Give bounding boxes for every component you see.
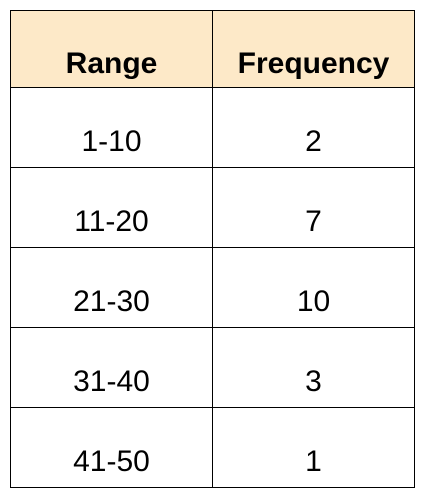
range-cell: 1-10: [10, 87, 213, 168]
frequency-cell: 10: [212, 247, 415, 328]
frequency-cell: 7: [212, 167, 415, 248]
frequency-table: Range Frequency 1-10 2 11-20 7 21-30 10 …: [10, 10, 415, 488]
header-frequency: Frequency: [212, 10, 415, 88]
frequency-cell: 3: [212, 327, 415, 408]
frequency-cell: 1: [212, 407, 415, 488]
range-cell: 11-20: [10, 167, 213, 248]
table-row: 11-20 7: [10, 167, 415, 248]
range-cell: 31-40: [10, 327, 213, 408]
table-row: 1-10 2: [10, 87, 415, 168]
table-header: Range Frequency: [10, 10, 415, 88]
header-row: Range Frequency: [10, 10, 415, 88]
range-cell: 41-50: [10, 407, 213, 488]
range-cell: 21-30: [10, 247, 213, 328]
table-row: 31-40 3: [10, 327, 415, 408]
table-row: 21-30 10: [10, 247, 415, 328]
table-row: 41-50 1: [10, 407, 415, 488]
frequency-cell: 2: [212, 87, 415, 168]
header-range: Range: [10, 10, 213, 88]
table-body: 1-10 2 11-20 7 21-30 10 31-40 3 41-50 1: [10, 87, 415, 488]
